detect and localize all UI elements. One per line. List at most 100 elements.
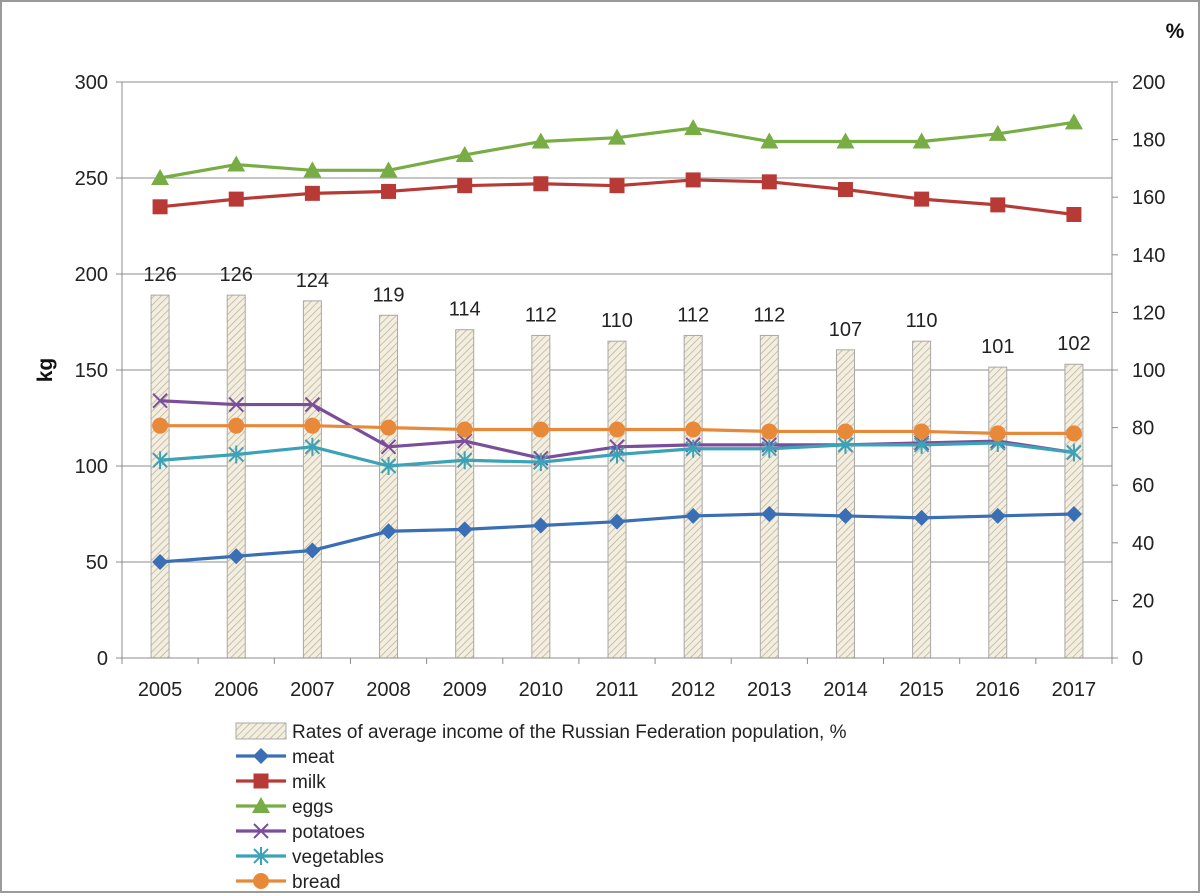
right-tick-label: 120 <box>1132 302 1165 324</box>
series-bread <box>152 417 1082 442</box>
vegetables-marker <box>609 445 625 464</box>
eggs-marker <box>684 119 703 136</box>
x-tick-label: 2012 <box>671 679 716 701</box>
x-tick-label: 2016 <box>976 679 1021 701</box>
bread-marker <box>456 421 473 438</box>
left-tick-label: 250 <box>75 168 108 190</box>
bread-marker <box>532 421 549 438</box>
vegetables-marker <box>1066 443 1082 462</box>
legend-label: bread <box>292 872 341 891</box>
bread-marker <box>837 423 854 440</box>
left-axis-title: kg <box>34 358 57 383</box>
milk-marker <box>152 199 168 215</box>
legend-swatch-bar <box>235 722 287 740</box>
right-tick-label: 160 <box>1132 187 1165 209</box>
income-bar <box>379 314 399 659</box>
series-eggs <box>151 113 1083 185</box>
eggs-marker <box>151 169 170 185</box>
bar-data-label: 124 <box>296 270 329 292</box>
legend-item-meat: meat <box>236 747 335 768</box>
bar-data-label: 112 <box>753 304 785 326</box>
eggs-marker <box>303 161 322 178</box>
left-tick-label: 100 <box>75 456 108 478</box>
meat-marker <box>456 521 473 538</box>
vegetables-marker <box>761 439 778 458</box>
left-tick-label: 0 <box>97 648 108 670</box>
eggs-marker <box>836 132 855 149</box>
bread-marker <box>1065 425 1082 442</box>
x-tick-label: 2015 <box>899 679 944 701</box>
legend-item-bread: bread <box>236 872 341 893</box>
legend-label: meat <box>292 747 335 768</box>
milk-marker <box>533 176 549 192</box>
x-tick-label: 2006 <box>214 679 259 701</box>
meat-marker <box>837 507 854 524</box>
bar-data-label: 119 <box>373 284 405 306</box>
milk-marker <box>761 174 777 190</box>
right-tick-label: 0 <box>1132 648 1143 670</box>
meat-marker <box>685 507 702 524</box>
vegetables-marker <box>533 453 549 472</box>
series-vegetables <box>152 433 1082 475</box>
income-bar <box>226 294 246 659</box>
vegetables-marker <box>685 439 701 458</box>
bar-data-label: 110 <box>906 310 938 332</box>
legend-item-eggs: eggs <box>236 797 333 818</box>
right-tick-label: 60 <box>1132 475 1154 497</box>
left-tick-label: 200 <box>75 264 108 286</box>
x-tick-label: 2017 <box>1052 679 1097 701</box>
legend-label: eggs <box>292 797 333 818</box>
eggs-marker <box>988 124 1007 141</box>
milk-marker <box>1066 206 1082 222</box>
meat-marker <box>304 542 321 559</box>
milk-marker <box>685 172 701 188</box>
legend-label: Rates of average income of the Russian F… <box>292 722 847 743</box>
milk-marker <box>228 191 244 207</box>
meat-marker <box>913 509 930 526</box>
bread-marker <box>304 417 321 434</box>
legend-item-potatoes: potatoes <box>236 822 365 843</box>
x-tick-label: 2011 <box>595 679 638 701</box>
legend-swatch-marker <box>253 823 269 839</box>
series-milk <box>152 172 1082 222</box>
income-bar <box>912 340 932 659</box>
meat-marker <box>989 507 1006 524</box>
milk-marker <box>304 185 320 201</box>
meat-marker <box>152 554 169 570</box>
axes <box>116 81 1118 664</box>
bread-marker <box>913 423 930 440</box>
x-tick-label: 2005 <box>138 679 183 701</box>
eggs-marker <box>912 132 931 149</box>
income-bar <box>683 334 703 659</box>
eggs-marker <box>1064 113 1083 130</box>
legend-item-milk: milk <box>236 772 326 793</box>
income-bar <box>759 334 779 659</box>
x-tick-label: 2007 <box>290 679 335 701</box>
left-tick-label: 150 <box>75 360 108 382</box>
vegetables-marker <box>380 457 397 475</box>
right-tick-label: 20 <box>1132 590 1154 612</box>
income-bar <box>835 349 855 659</box>
x-tick-label: 2009 <box>442 679 487 701</box>
x-tick-label: 2013 <box>747 679 792 701</box>
potatoes-marker <box>456 433 473 449</box>
vegetables-marker <box>456 451 473 470</box>
right-tick-label: 200 <box>1132 72 1165 94</box>
milk-marker <box>609 178 625 194</box>
labels: 0 50 100 150 200 250 300 0 20 40 60 80 100 120 140 160 1… <box>34 20 1185 701</box>
series-meat <box>152 506 1082 570</box>
legend: Rates of average income of the Russian F… <box>235 722 847 893</box>
legend-swatch-marker <box>253 873 269 889</box>
right-tick-label: 80 <box>1132 418 1154 440</box>
legend-label: vegetables <box>292 847 384 868</box>
legend-swatch-marker <box>253 773 269 789</box>
bread-marker <box>685 421 702 438</box>
eggs-marker <box>227 155 246 172</box>
line-series <box>151 113 1083 570</box>
eggs-marker <box>608 128 626 145</box>
bar-data-label: 101 <box>981 336 1014 358</box>
right-tick-label: 40 <box>1132 533 1154 555</box>
bar-series <box>150 294 1084 659</box>
meat-marker <box>380 523 397 540</box>
